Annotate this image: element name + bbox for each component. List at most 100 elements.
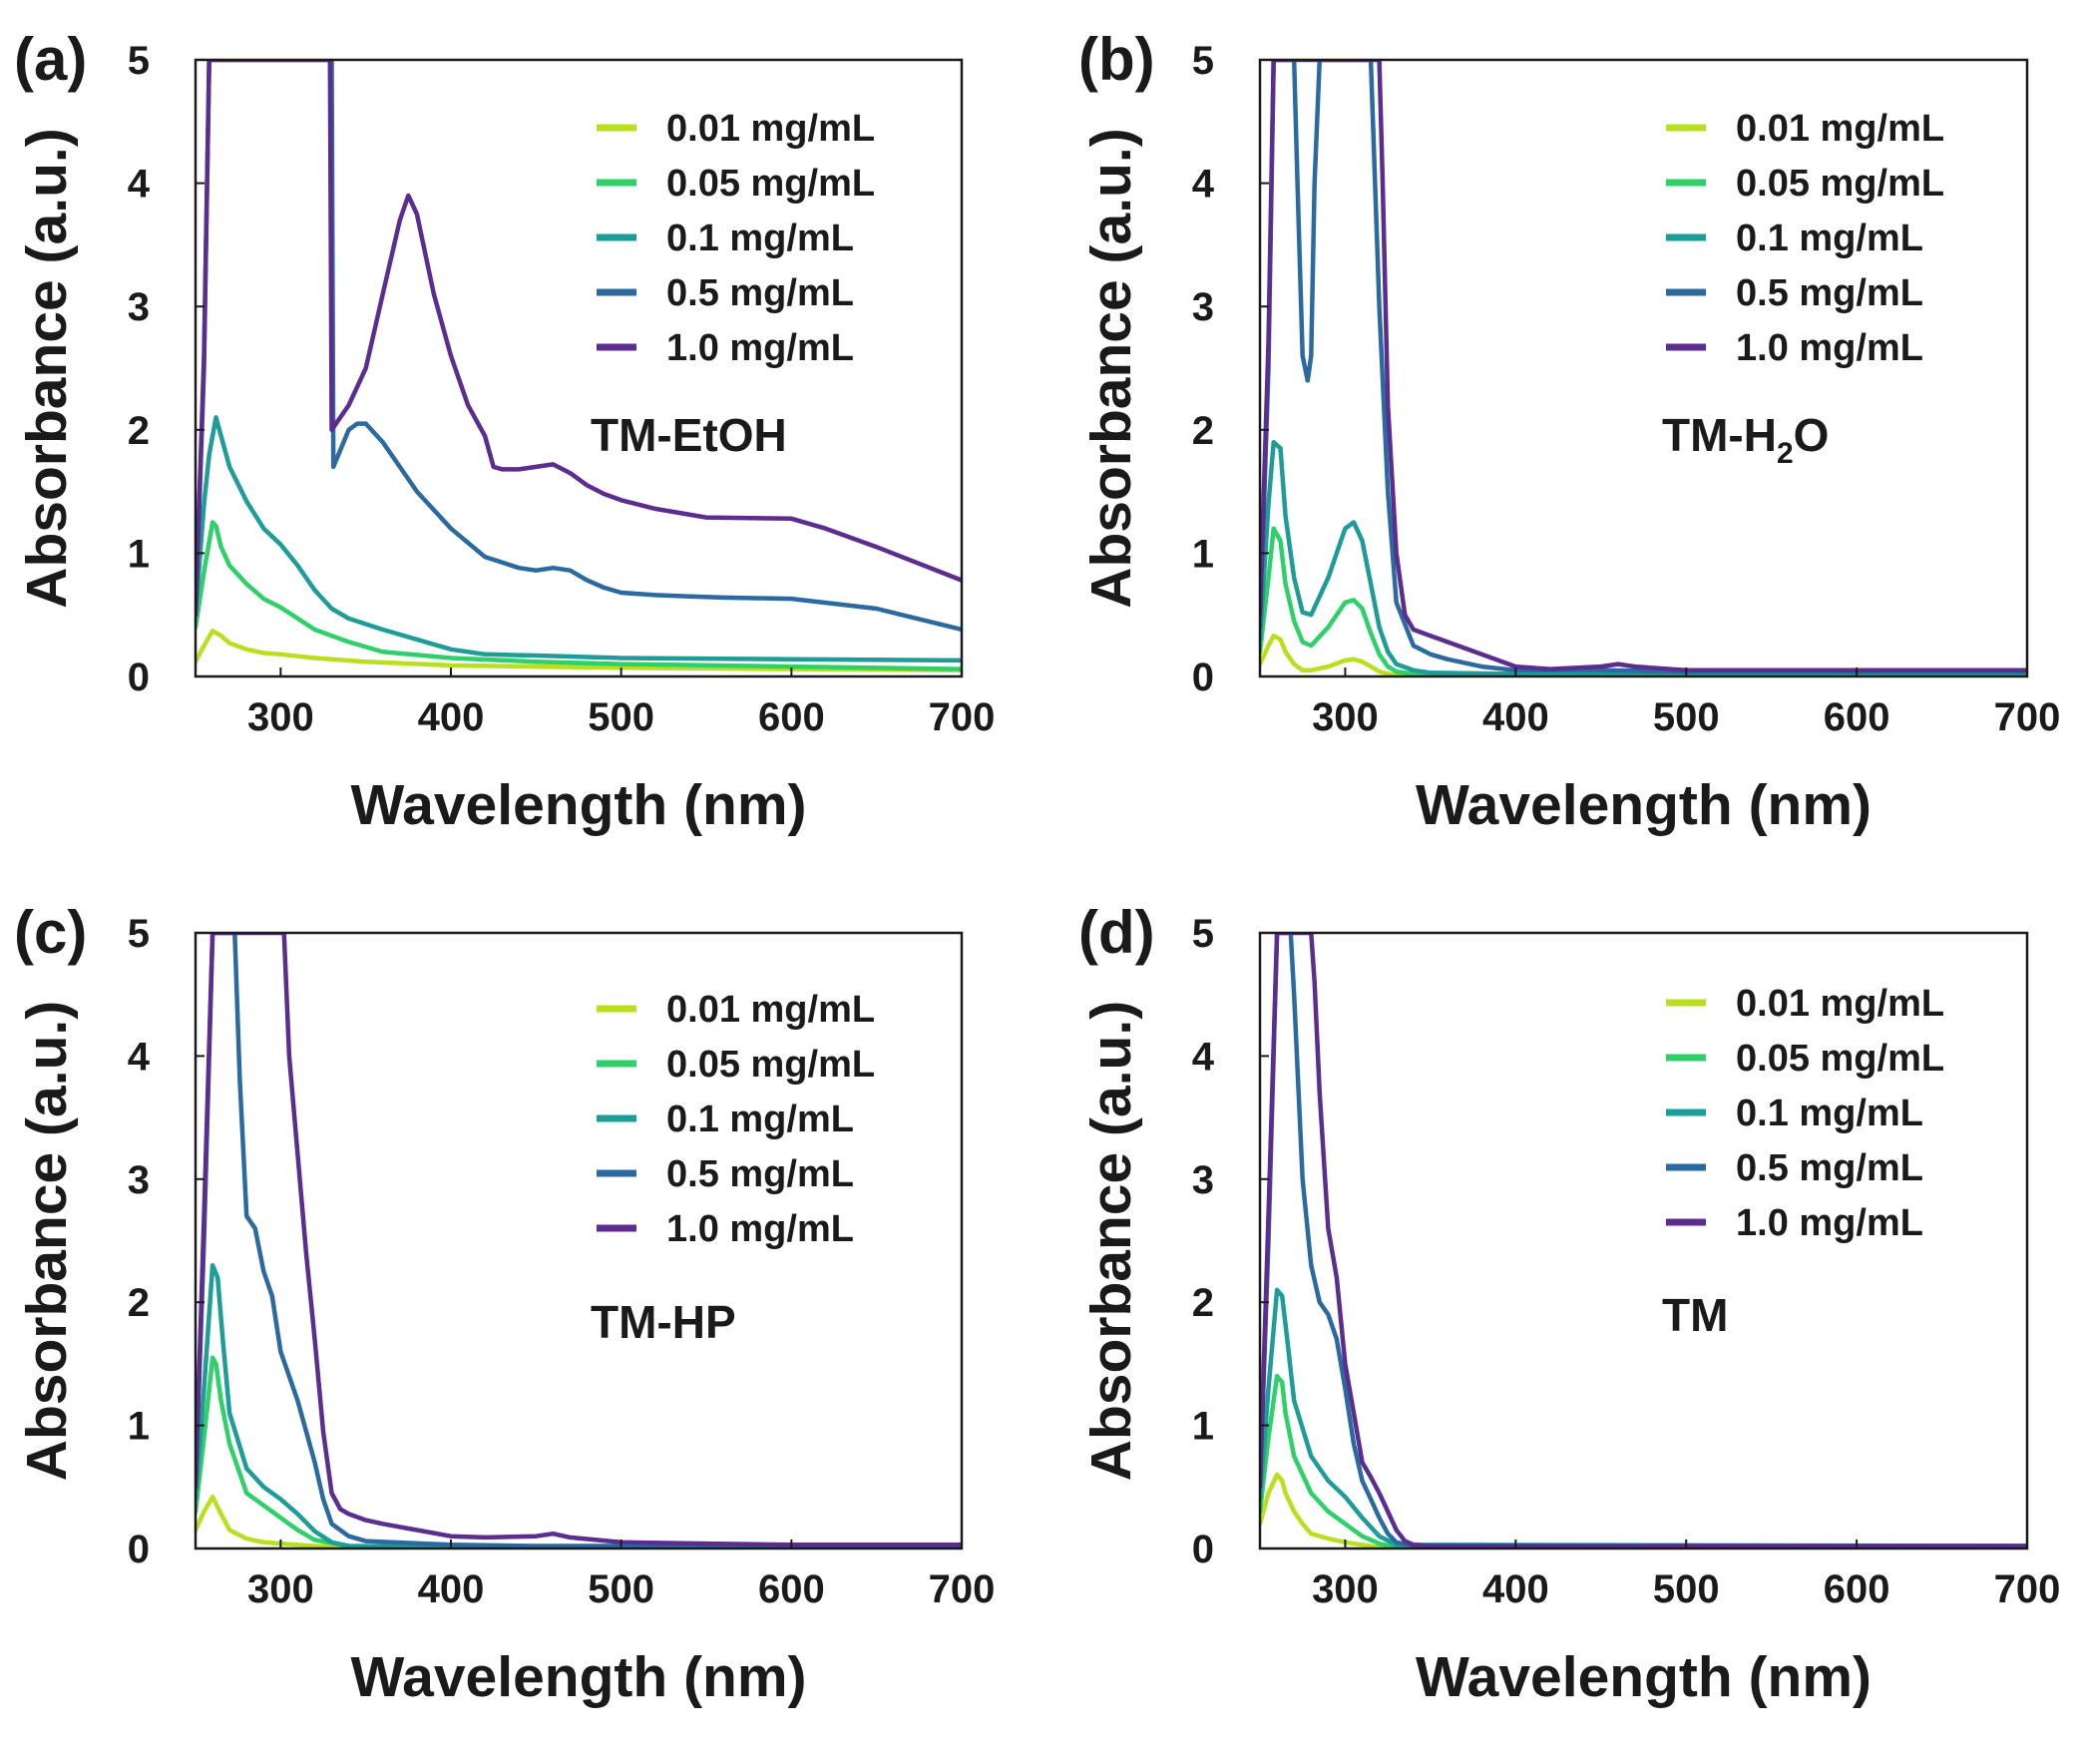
- series-line-0_1mgmL: [1260, 439, 2027, 676]
- chart-panel-4: 300 400 500 600 700 0 1 2 3 4 5 Wavelength (nm) Abso…: [1078, 899, 2060, 1709]
- legend: 0.01 mg/mL 0.05 mg/mL 0.1 mg/mL 0.5 mg/mL 1.…: [1666, 983, 1944, 1244]
- x-tick-label: 400: [1482, 1567, 1549, 1611]
- legend-label: 0.5 mg/mL: [666, 272, 854, 314]
- y-tick-label: 5: [128, 912, 150, 956]
- y-tick-label: 3: [1192, 285, 1214, 329]
- legend-label: 1.0 mg/mL: [666, 1208, 854, 1250]
- legend-label: 0.05 mg/mL: [1736, 163, 1944, 205]
- legend: 0.01 mg/mL 0.05 mg/mL 0.1 mg/mL 0.5 mg/mL 1.…: [597, 108, 875, 369]
- x-tick-label: 700: [929, 695, 996, 739]
- legend: 0.01 mg/mL 0.05 mg/mL 0.1 mg/mL 0.5 mg/mL 1.…: [597, 989, 875, 1250]
- y-tick-label: 0: [1192, 1528, 1214, 1571]
- x-axis-label: Wavelength (nm): [350, 773, 806, 837]
- series-line-0_5mgmL: [196, 933, 962, 1548]
- legend-label: 1.0 mg/mL: [666, 327, 854, 369]
- legend-label: 0.1 mg/mL: [1736, 1093, 1923, 1134]
- y-tick-label: 1: [128, 1405, 150, 1449]
- x-tick-label: 300: [247, 695, 314, 739]
- y-tick-label: 0: [128, 1528, 150, 1571]
- y-tick-label: 1: [1192, 1405, 1214, 1449]
- series-line-0_1mgmL: [1260, 1287, 2027, 1548]
- legend-label: 1.0 mg/mL: [1736, 327, 1923, 369]
- series-line-0_05mgmL: [1260, 1373, 2027, 1548]
- series-group: [196, 60, 962, 673]
- legend-label: 0.5 mg/mL: [1736, 1147, 1923, 1189]
- y-tick-label: 5: [1192, 39, 1214, 83]
- y-tick-label: 4: [1192, 1035, 1215, 1079]
- legend-label: 0.5 mg/mL: [1736, 272, 1923, 314]
- series-group: [196, 933, 962, 1548]
- x-tick-label: 400: [418, 695, 485, 739]
- y-tick-label: 0: [128, 656, 150, 699]
- x-tick-label: 600: [1824, 1567, 1890, 1611]
- y-axis-label: Absorbance (a.u.): [1079, 1001, 1143, 1481]
- x-tick-label: 300: [247, 1567, 314, 1611]
- legend-label: 0.1 mg/mL: [1736, 218, 1923, 259]
- y-tick-label: 2: [128, 409, 150, 453]
- y-axis-label: Absorbance (a.u.): [15, 128, 79, 608]
- sample-label-tail: O: [1794, 409, 1830, 461]
- legend-label: 1.0 mg/mL: [1736, 1202, 1923, 1244]
- sample-label-main: TM-H: [1662, 409, 1777, 461]
- x-tick-label: 600: [758, 695, 825, 739]
- y-tick-label: 2: [1192, 409, 1214, 453]
- sample-label-main: TM-HP: [591, 1296, 736, 1348]
- legend-label: 0.05 mg/mL: [1736, 1038, 1944, 1080]
- x-tick-label: 500: [588, 695, 654, 739]
- legend-label: 0.5 mg/mL: [666, 1153, 854, 1195]
- series-line-0_05mgmL: [196, 520, 962, 671]
- y-tick-label: 4: [128, 1035, 151, 1079]
- legend-label: 0.01 mg/mL: [1736, 108, 1944, 150]
- x-tick-label: 600: [1824, 695, 1890, 739]
- y-tick-label: 5: [128, 39, 150, 83]
- x-tick-label: 300: [1312, 695, 1379, 739]
- y-tick-label: 5: [1192, 912, 1214, 956]
- sample-label: TM: [1662, 1289, 1728, 1341]
- y-tick-label: 3: [128, 285, 150, 329]
- sample-label: TM-H2O: [1662, 409, 1829, 470]
- series-line-0_05mgmL: [1260, 526, 2027, 676]
- panel-letter: (c): [14, 899, 87, 966]
- legend-label: 0.1 mg/mL: [666, 1099, 854, 1140]
- series-line-0_5mgmL: [1260, 933, 2027, 1548]
- sample-label-main: TM-EtOH: [591, 409, 787, 461]
- legend-label: 0.1 mg/mL: [666, 218, 854, 259]
- x-tick-label: 500: [1653, 695, 1720, 739]
- series-group: [1260, 933, 2027, 1548]
- x-axis-label: Wavelength (nm): [1416, 773, 1871, 837]
- series-line-1_0mgmL: [196, 933, 962, 1547]
- chart-panel-2: 300 400 500 600 700 0 1 2 3 4 5 Wavelength (nm) Abso…: [1078, 26, 2060, 837]
- series-group: [1260, 60, 2027, 676]
- series-line-0_5mgmL: [1260, 60, 2027, 674]
- series-line-1_0mgmL: [1260, 933, 2027, 1548]
- y-axis-label: Absorbance (a.u.): [15, 1001, 79, 1481]
- plot-frame: [194, 931, 964, 1550]
- series-line-0_5mgmL: [196, 60, 962, 633]
- legend: 0.01 mg/mL 0.05 mg/mL 0.1 mg/mL 0.5 mg/mL 1.…: [1666, 108, 1944, 369]
- x-tick-label: 400: [1482, 695, 1549, 739]
- y-axis-label: Absorbance (a.u.): [1079, 128, 1143, 608]
- y-tick-label: 2: [1192, 1281, 1214, 1325]
- legend-label: 0.01 mg/mL: [666, 989, 875, 1031]
- sample-label: TM-EtOH: [591, 409, 787, 461]
- plot-frame: [1258, 931, 2029, 1550]
- y-tick-label: 4: [128, 163, 151, 207]
- x-axis-label: Wavelength (nm): [1416, 1645, 1871, 1709]
- plot-frame: [1258, 58, 2029, 678]
- x-tick-label: 400: [418, 1567, 485, 1611]
- sample-label-main: TM: [1662, 1289, 1728, 1341]
- chart-panel-1: 300 400 500 600 700 0 1 2 3 4 5 Wavelength (nm) Abso…: [14, 26, 995, 837]
- chart-panel-3: 300 400 500 600 700 0 1 2 3 4 5 Wavelength (nm) Abso…: [14, 899, 995, 1709]
- x-tick-label: 300: [1312, 1567, 1379, 1611]
- sample-label: TM-HP: [591, 1296, 736, 1348]
- legend-label: 0.01 mg/mL: [666, 108, 875, 150]
- y-tick-label: 1: [128, 532, 150, 576]
- series-line-0_1mgmL: [196, 1262, 962, 1548]
- x-tick-label: 700: [1994, 695, 2061, 739]
- legend-label: 0.01 mg/mL: [1736, 983, 1944, 1025]
- legend-label: 0.05 mg/mL: [666, 163, 875, 205]
- y-tick-label: 4: [1192, 163, 1215, 207]
- series-line-1_0mgmL: [1260, 60, 2027, 673]
- y-tick-label: 0: [1192, 656, 1214, 699]
